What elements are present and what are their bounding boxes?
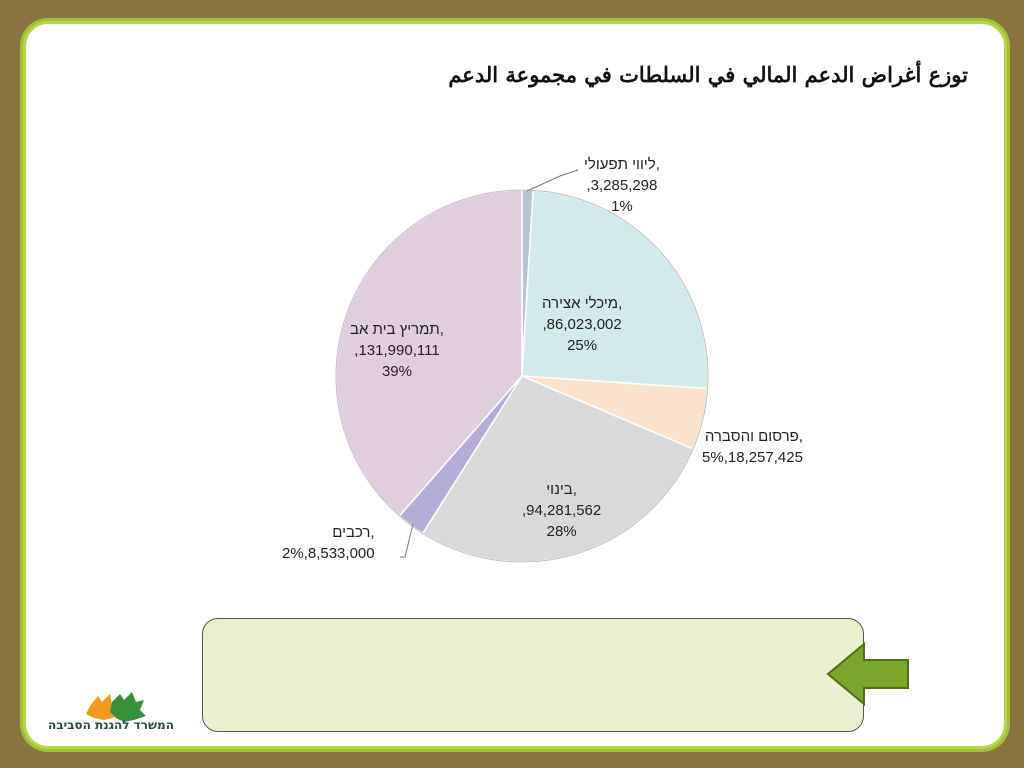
- slice-value-percent: 5%,18,257,425: [702, 449, 803, 466]
- ministry-logo-text: המשרד להגנת הסביבה: [48, 718, 174, 732]
- slice-name: פרסום והסברה,: [704, 428, 803, 445]
- slice-name: ליווי תפעולי,: [584, 156, 660, 173]
- slice-name: בינוי,: [546, 481, 577, 498]
- slice-value-percent: 2%,8,533,000: [282, 545, 375, 562]
- slice-value: ,3,285,298: [586, 177, 658, 194]
- left-arrow-icon: [826, 642, 909, 706]
- slice-value: ,131,990,111: [354, 342, 440, 359]
- slice-label-containers: מיכלי אצירה, ,86,023,002 25%: [542, 293, 622, 356]
- slice-label-household: תמריץ בית אב, ,131,990,111 39%: [350, 319, 444, 382]
- slice-value: ,94,281,562: [522, 502, 602, 519]
- slice-name: רכבים,: [332, 524, 375, 541]
- slice-percent: 25%: [567, 337, 598, 354]
- ministry-logo-icon: [86, 692, 146, 722]
- slide-title: توزع أغراض الدعم المالي في السلطات في مج…: [448, 62, 968, 87]
- total-summary-box: [202, 618, 864, 732]
- slice-percent: 28%: [546, 523, 577, 540]
- slice-label-vehicles: רכבים, 2%,8,533,000: [282, 522, 375, 564]
- slice-percent: 39%: [381, 363, 412, 380]
- slice-label-construction: בינוי, ,94,281,562 28%: [522, 479, 601, 542]
- slice-value: ,86,023,002: [542, 316, 622, 333]
- slice-name: תמריץ בית אב,: [350, 321, 444, 338]
- slice-label-operations: ליווי תפעולי, ,3,285,298 1%: [584, 154, 660, 217]
- slice-label-publicity: פרסום והסברה, 5%,18,257,425: [702, 426, 803, 468]
- slice-name: מיכלי אצירה,: [542, 295, 623, 312]
- slice-percent: 1%: [611, 198, 633, 215]
